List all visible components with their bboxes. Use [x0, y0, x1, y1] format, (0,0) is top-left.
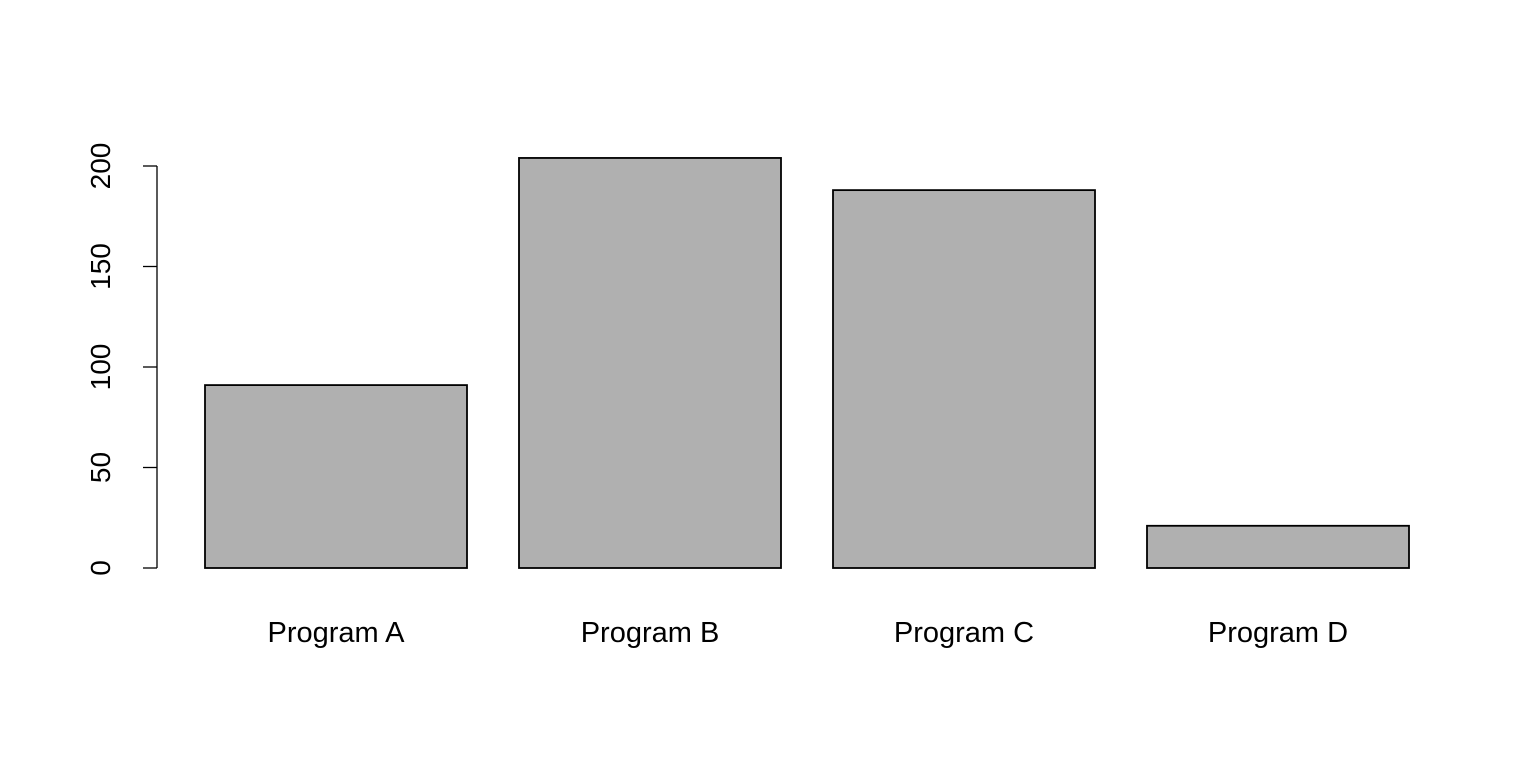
y-tick-label: 100 [85, 344, 116, 391]
y-tick-label: 0 [85, 560, 116, 576]
y-tick-label: 200 [85, 143, 116, 190]
category-labels: Program A Program B Program C Program D [268, 617, 1349, 649]
category-label: Program D [1208, 617, 1348, 649]
bar [832, 189, 1096, 569]
bars [204, 157, 1410, 569]
y-tick-label: 50 [85, 452, 116, 483]
category-label: Program C [894, 617, 1034, 649]
bar [518, 157, 782, 569]
y-axis: 0 50 100 150 200 [85, 143, 158, 576]
bar [204, 384, 468, 569]
category-label: Program B [581, 617, 720, 649]
bar [1146, 524, 1410, 569]
category-label: Program A [268, 617, 406, 649]
y-tick-label: 150 [85, 243, 116, 290]
